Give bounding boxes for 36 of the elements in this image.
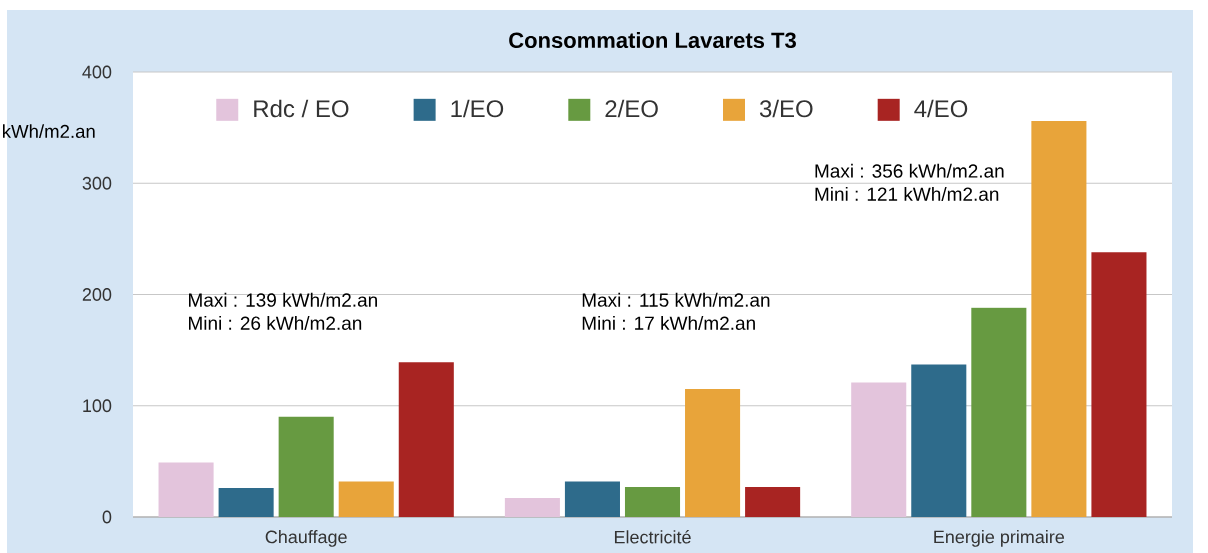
x-tick-label: Electricité	[614, 530, 691, 544]
y-tick-label: 100	[83, 399, 112, 413]
bar	[971, 307, 1027, 517]
bar	[1091, 252, 1147, 517]
y-tick-label: 400	[82, 65, 112, 79]
bar	[1031, 120, 1087, 517]
annotation: Mini : 121 kWh/m2.an	[815, 186, 999, 201]
bar	[398, 362, 454, 517]
y-tick-label: 200	[82, 288, 112, 301]
bar	[564, 481, 620, 517]
y-axis-title: kWh/m2.an	[3, 124, 95, 139]
bar	[851, 382, 907, 517]
legend-label: Rdc / EO	[254, 99, 349, 118]
annotation: Mini : 26 kWh/m2.an	[189, 316, 362, 330]
bar	[685, 389, 741, 517]
bar	[338, 481, 394, 517]
annotation: Maxi : 356 kWh/m2.an	[815, 163, 1004, 178]
legend-label: 3/EO	[759, 99, 813, 118]
bar	[745, 486, 801, 517]
y-tick-label: 300	[82, 176, 112, 190]
x-tick-label: Energie primaire	[934, 530, 1065, 547]
bar	[911, 364, 967, 517]
bar	[624, 486, 681, 517]
chart-title: Consommation Lavarets T3	[509, 31, 796, 49]
annotation: Mini : 17 kWh/m2.an	[582, 316, 755, 330]
annotation: Maxi : 115 kWh/m2.an	[582, 292, 770, 307]
bar	[158, 462, 214, 517]
annotation: Maxi : 139 kWh/m2.an	[189, 292, 377, 307]
bar	[218, 488, 274, 517]
legend-label: 2/EO	[605, 99, 658, 118]
x-tick-label: Chauffage	[265, 530, 347, 547]
bar	[504, 498, 560, 517]
bar	[278, 416, 334, 517]
y-tick-label: 0	[102, 510, 112, 524]
legend-label: 4/EO	[914, 99, 968, 118]
legend-label: 1/EO	[451, 99, 504, 118]
